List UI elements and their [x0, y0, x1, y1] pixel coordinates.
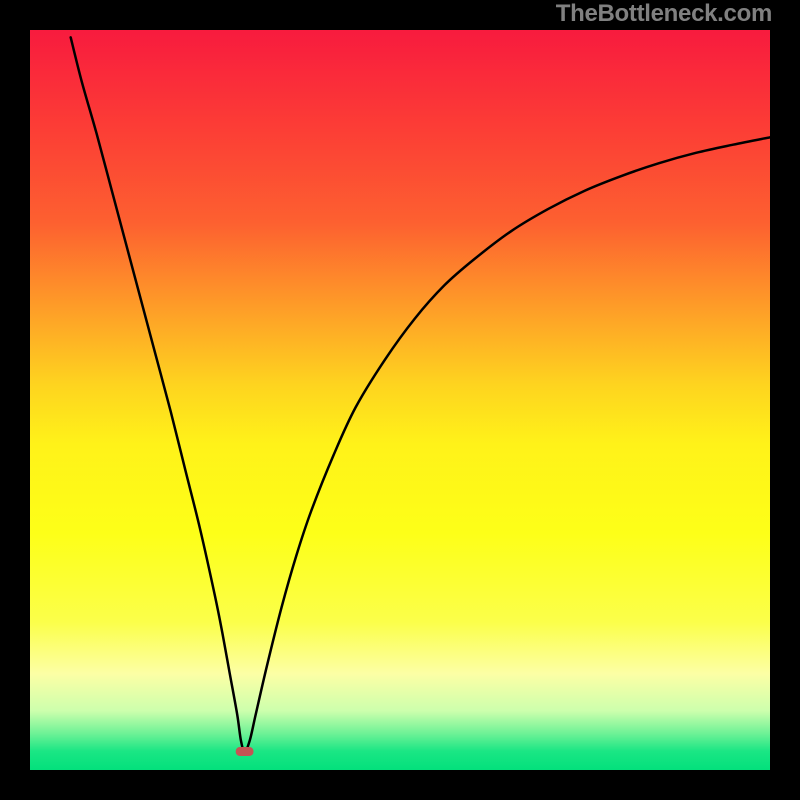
plot-area — [30, 30, 770, 770]
optimal-marker — [236, 747, 254, 756]
chart-background — [30, 30, 770, 770]
chart-svg — [30, 30, 770, 770]
chart-frame: TheBottleneck.com — [0, 0, 800, 800]
watermark-text: TheBottleneck.com — [556, 0, 772, 28]
